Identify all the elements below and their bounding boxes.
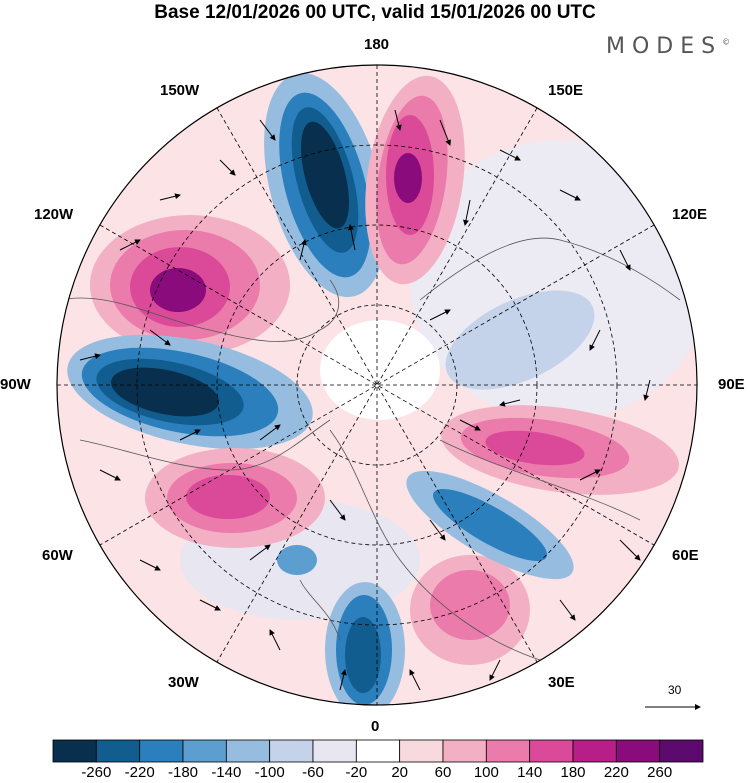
ridge-east-pacific [90, 215, 290, 355]
graticule [57, 65, 697, 705]
colorbar-tick-label: -180 [167, 764, 199, 781]
colorbar-tick-label: -100 [254, 764, 285, 781]
ridge-north-pacific [365, 75, 465, 285]
lon-label-60e: 60E [672, 547, 699, 564]
lon-label-120w: 120W [34, 206, 74, 223]
lon-label-60w: 60W [42, 547, 73, 564]
lon-label-0: 0 [371, 718, 380, 735]
lon-label-30w: 30W [168, 674, 199, 691]
lon-label-120e: 120E [672, 206, 708, 223]
wind-vectors [79, 109, 651, 691]
colorbar-tick-label: -220 [124, 764, 155, 781]
lon-label-180: 180 [364, 36, 390, 53]
colorbar-tick-label: 60 [434, 764, 452, 781]
colorbar-tick-label: -260 [81, 764, 112, 781]
ridge-siberia [441, 405, 679, 495]
colorbar-tick-label: 220 [603, 764, 629, 781]
colorbar-tick-label: 20 [391, 764, 408, 781]
coastlines [59, 237, 681, 661]
trough-europe [277, 545, 405, 705]
lon-label-90e: 90E [718, 376, 745, 393]
lon-label-150e: 150E [548, 82, 584, 99]
lon-label-30e: 30E [548, 674, 575, 691]
colorbar-tick-label: -140 [211, 764, 242, 781]
trough-pacific-north [264, 73, 386, 297]
lon-label-150w: 150W [160, 82, 200, 99]
modes-logo: MODES© [606, 34, 731, 59]
colorbar-tick-label: -60 [302, 764, 324, 781]
colorbar-tick-label: 260 [647, 764, 673, 781]
ridge-eastern-europe [410, 555, 530, 665]
lon-label-90w: 90W [0, 376, 31, 393]
colorbar-tick-label: 140 [517, 764, 543, 781]
ridge-north-atlantic [145, 448, 325, 548]
colorbar-tick-label: 100 [473, 764, 499, 781]
wind-reference-value: 30 [668, 683, 682, 697]
colorbar-tick-label: -20 [345, 764, 368, 781]
trough-central-asia [406, 290, 595, 580]
trough-north-america [67, 334, 313, 450]
map-title: Base 12/01/2026 00 UTC, valid 15/01/2026… [154, 2, 596, 23]
colorbar-tick-label: 180 [560, 764, 586, 781]
